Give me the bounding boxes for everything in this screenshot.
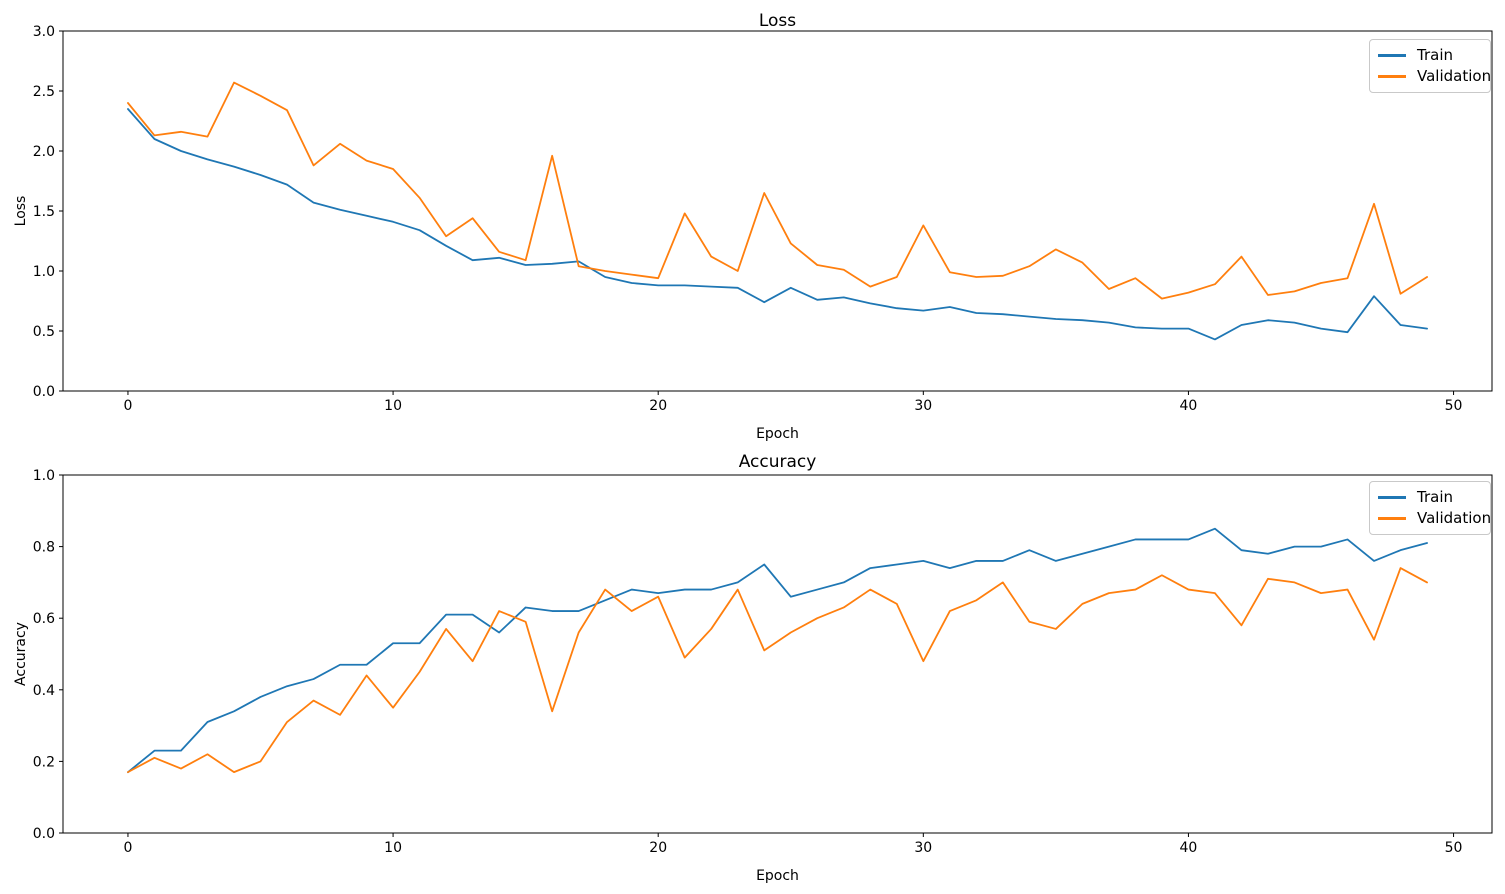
legend-label-train: Train [1417, 46, 1453, 64]
x-tick-label: 20 [649, 840, 667, 856]
x-tick-label: 40 [1180, 840, 1198, 856]
train-line-swatch [1378, 54, 1406, 57]
x-tick-label: 10 [384, 840, 402, 856]
validation-line-loss [127, 81, 1428, 300]
y-tick-label: 0.0 [33, 826, 55, 842]
y-tick-label: 1.0 [33, 468, 55, 484]
loss-plot-area: 0 10 20 30 40 50 0.0 0.5 1.0 1.5 2.0 2.5 3.0 [33, 24, 1493, 414]
train-line-accuracy [127, 527, 1428, 774]
axes-spines [62, 30, 1493, 392]
x-tick-label: 30 [914, 398, 932, 414]
validation-line-swatch [1378, 75, 1406, 78]
y-tick-label: 0.8 [33, 540, 55, 556]
train-line-swatch [1378, 496, 1406, 499]
y-tick-label: 1.0 [33, 264, 55, 280]
accuracy-y-axis-label: Accuracy [13, 622, 29, 686]
y-tick-label: 0.0 [33, 384, 55, 400]
loss-x-axis-label: Epoch [756, 426, 799, 442]
x-tick-label: 0 [123, 398, 132, 414]
loss-y-axis-label: Loss [13, 195, 29, 227]
legend-label-validation: Validation [1417, 67, 1492, 85]
y-tick-label: 0.6 [33, 611, 55, 627]
y-tick-label: 2.0 [33, 144, 55, 160]
legend-item-validation: Validation [1378, 66, 1491, 87]
legend-label-train: Train [1417, 488, 1453, 506]
y-tick-label: 3.0 [33, 24, 55, 40]
legend-item-train: Train [1378, 45, 1482, 66]
x-tick-label: 50 [1445, 398, 1463, 414]
validation-line-accuracy [127, 567, 1428, 774]
legend-item-train: Train [1378, 487, 1482, 508]
x-tick-label: 10 [384, 398, 402, 414]
x-tick-label: 20 [649, 398, 667, 414]
y-tick-label: 2.5 [33, 84, 55, 100]
x-tick-label: 0 [123, 840, 132, 856]
x-tick-label: 50 [1445, 840, 1463, 856]
accuracy-legend: Train Validation [1369, 481, 1491, 535]
y-tick-label: 0.5 [33, 324, 55, 340]
legend-item-validation: Validation [1378, 508, 1491, 529]
legend-label-validation: Validation [1417, 509, 1492, 527]
accuracy-x-axis-label: Epoch [756, 868, 799, 884]
validation-line-swatch [1378, 517, 1406, 520]
loss-chart-title: Loss [758, 11, 797, 31]
y-tick-label: 1.5 [33, 204, 55, 220]
x-tick-label: 30 [914, 840, 932, 856]
train-line-loss [127, 108, 1428, 341]
x-tick-label: 40 [1180, 398, 1198, 414]
y-tick-label: 0.2 [33, 754, 55, 770]
axes-spines [62, 474, 1493, 834]
y-tick-label: 0.4 [33, 683, 55, 699]
loss-legend: Train Validation [1369, 39, 1491, 93]
accuracy-chart-title: Accuracy [738, 452, 817, 472]
accuracy-plot-area: 0 10 20 30 40 50 0.0 0.2 0.4 0.6 0.8 1.0 [33, 468, 1493, 856]
